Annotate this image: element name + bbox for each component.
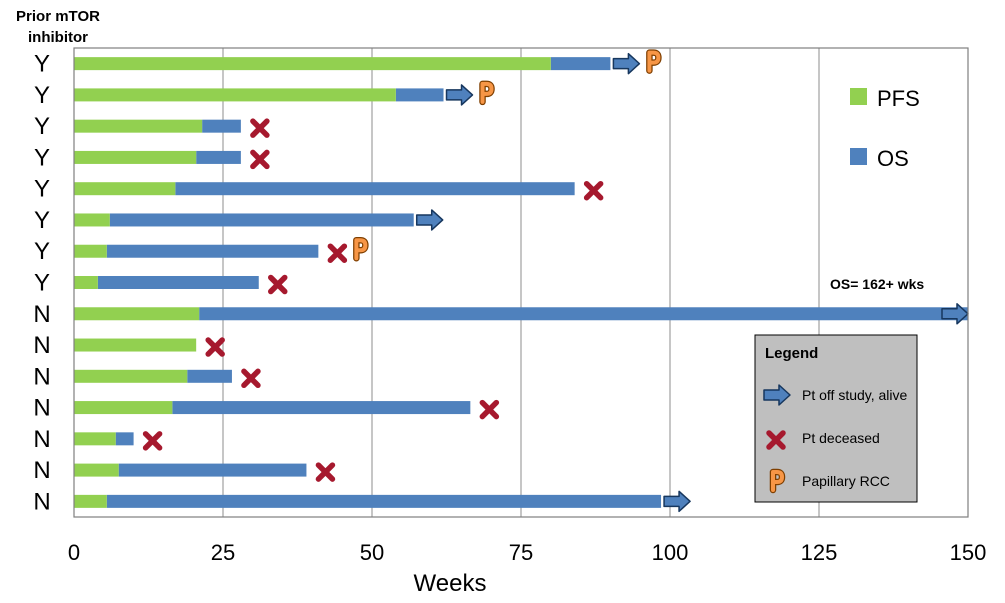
alive-arrow-icon [663, 490, 691, 513]
pfs-bar-1 [74, 57, 551, 71]
pfs-bar-12 [74, 401, 173, 415]
row-label: N [33, 488, 50, 515]
marker-legend-box: Legend Pt off study, alive Pt deceased P… [754, 334, 918, 503]
deceased-icon [142, 431, 163, 451]
row-header-line-2: inhibitor [28, 29, 88, 46]
row-label: N [33, 363, 50, 390]
alive-arrow-icon [415, 209, 444, 231]
deceased-icon [327, 243, 348, 263]
pfs-bar-2 [74, 88, 396, 102]
legend-label-arrow: Pt off study, alive [802, 387, 908, 403]
deceased-icon [241, 368, 261, 389]
legend-swatch-os [850, 148, 867, 165]
papillary-icon [353, 236, 369, 262]
legend-arrow-shape [763, 384, 791, 406]
x-tick-label: 75 [509, 540, 533, 565]
deceased-icon [250, 149, 270, 170]
deceased-icon [268, 274, 288, 295]
x-tick-label: 100 [652, 540, 689, 565]
legend-label-os: OS [877, 146, 909, 171]
row-label: Y [34, 270, 50, 297]
pfs-bar-4 [74, 150, 197, 164]
legend-swatch-pfs [850, 88, 867, 105]
deceased-icon [250, 118, 270, 138]
deceased-icon [479, 399, 500, 420]
os-bar-15 [106, 494, 662, 508]
os-annotation: OS= 162+ wks [830, 276, 924, 292]
alive-arrow-icon [445, 84, 474, 106]
os-bar-11 [187, 369, 232, 383]
os-bar-13 [115, 432, 134, 446]
row-label: Y [34, 113, 50, 140]
pfs-bar-5 [74, 182, 176, 196]
pfs-bar-15 [74, 494, 107, 508]
x-tick-label: 150 [950, 540, 987, 565]
row-label: Y [34, 238, 50, 265]
legend-p-shape [769, 468, 786, 494]
os-bar-5 [175, 182, 575, 196]
x-tick-label: 50 [360, 540, 384, 565]
x-axis-title: Weeks [414, 570, 487, 597]
row-label: N [33, 332, 50, 359]
pfs-bar-8 [74, 276, 98, 289]
legend-arrow-icon [763, 384, 791, 406]
pfs-bar-10 [74, 338, 197, 352]
pfs-bar-7 [74, 244, 107, 258]
deceased-icon [315, 462, 336, 482]
deceased-icon [205, 337, 225, 357]
row-label: Y [34, 207, 50, 234]
row-label: N [33, 426, 50, 453]
plot-frame [73, 47, 969, 518]
plot-area-border [73, 47, 969, 518]
gridlines [222, 48, 820, 517]
pfs-bar-13 [74, 432, 116, 446]
pfs-bar-11 [74, 369, 188, 383]
row-label: Y [34, 82, 50, 109]
pfs-bar-9 [74, 307, 200, 321]
os-bar-8 [97, 276, 259, 289]
os-bar-3 [202, 119, 241, 133]
os-bar-4 [196, 150, 241, 164]
alive-arrow-icon [941, 303, 969, 325]
os-bar-14 [118, 463, 307, 477]
row-label: Y [34, 144, 50, 171]
row-header-line-1: Prior mTOR [16, 8, 100, 25]
legend-label-papillary: Papillary RCC [802, 473, 890, 489]
legend-deceased-icon [766, 430, 786, 450]
pfs-bar-14 [74, 463, 119, 477]
deceased-icon [583, 180, 604, 201]
papillary-icon [646, 49, 662, 74]
os-bar-9 [199, 307, 968, 321]
x-tick-labels: 0 25 50 75 100 125 150 [68, 540, 986, 565]
os-bar-2 [395, 88, 444, 102]
legend-papillary-icon [769, 468, 786, 494]
legend-label-pfs: PFS [877, 86, 920, 111]
row-label: N [33, 301, 50, 328]
bars [74, 57, 968, 508]
row-label: Y [34, 176, 50, 203]
pfs-bar-3 [74, 119, 203, 133]
os-bar-1 [550, 57, 611, 71]
legend-label-deceased: Pt deceased [802, 430, 880, 446]
papillary-icon [479, 80, 495, 106]
os-bar-7 [106, 244, 319, 258]
pfs-bar-6 [74, 213, 110, 227]
row-label: N [33, 395, 50, 422]
legend-cross-shape [766, 430, 786, 450]
os-bar-12 [172, 401, 471, 415]
x-tick-label: 125 [801, 540, 838, 565]
os-bar-6 [109, 213, 414, 227]
markers [142, 49, 969, 513]
x-tick-label: 25 [211, 540, 235, 565]
marker-legend-title: Legend [765, 345, 818, 362]
row-label: Y [34, 51, 50, 78]
series-legend: PFS OS [850, 86, 920, 171]
alive-arrow-icon [612, 52, 641, 75]
row-label: N [33, 457, 50, 484]
x-tick-label: 0 [68, 540, 80, 565]
